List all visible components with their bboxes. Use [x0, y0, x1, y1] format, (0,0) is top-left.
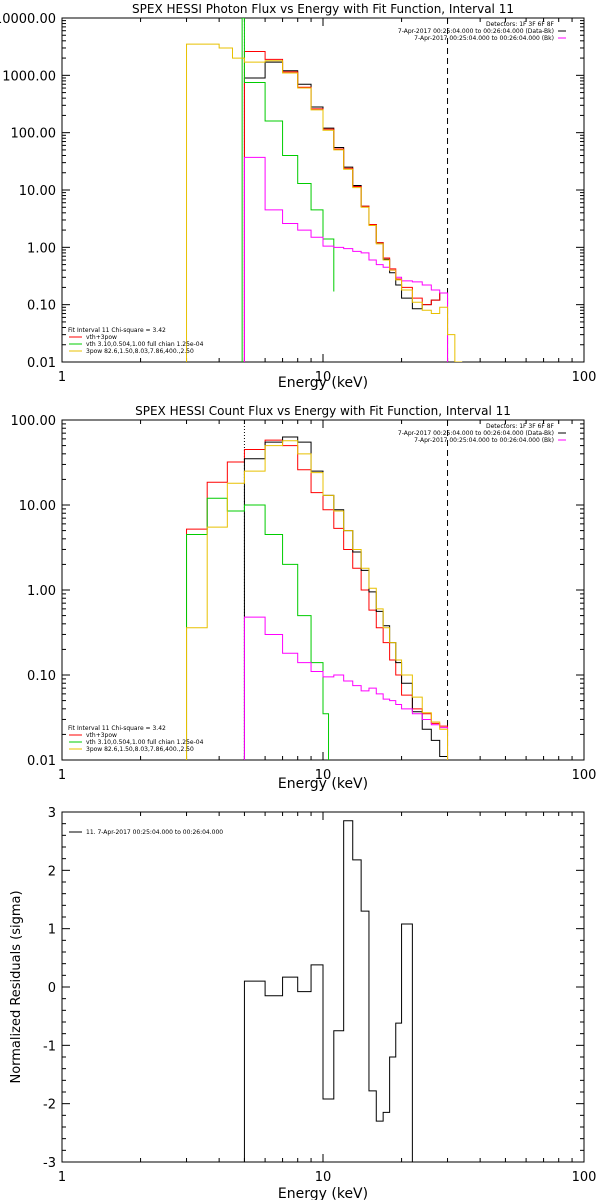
series-line-1	[243, 820, 413, 1162]
y-tick-label: 1.00	[27, 584, 56, 599]
series-line-4	[243, 616, 449, 760]
info-line: Detectors: 1F 3F 6F 8F	[486, 423, 555, 430]
info-line: 7-Apr-2017 00:25:04.000 to 00:26:04.000 …	[414, 35, 554, 42]
legend-entry: 3pow 82.6,1.50,8.03,7.86,400.,2.50	[86, 746, 194, 753]
series-line-5	[186, 43, 463, 362]
info-line: 7-Apr-2017 00:25:04.000 to 00:26:04.000 …	[398, 430, 554, 437]
info-line: 7-Apr-2017 00:25:04.000 to 00:26:04.000 …	[398, 28, 554, 35]
series-line-3	[186, 497, 330, 760]
y-tick-label: 10000.00	[0, 12, 56, 27]
legend-entry: vth+3pow	[86, 334, 117, 341]
info-line: 7-Apr-2017 00:25:04.000 to 00:26:04.000 …	[414, 437, 554, 444]
series-line-2	[243, 51, 449, 362]
x-tick-label: 100	[572, 1170, 597, 1185]
x-tick-label: 100	[572, 768, 597, 783]
plot-area	[243, 820, 413, 1162]
chart-title: SPEX HESSI Count Flux vs Energy with Fit…	[135, 404, 511, 418]
y-tick-label: 0	[48, 981, 56, 996]
chart-title: SPEX HESSI Photon Flux vs Energy with Fi…	[132, 2, 514, 16]
plot-area	[186, 18, 463, 362]
y-tick-label: 0.10	[27, 669, 56, 684]
series-line-1	[243, 61, 449, 362]
x-tick-label: 1	[58, 1170, 66, 1185]
y-tick-label: 100.00	[11, 414, 57, 429]
series-line-3	[241, 18, 335, 362]
legend-entry: vth 3.10,0.504,1.00 full chian 1.25e-04	[86, 739, 204, 746]
series-line-5	[186, 440, 449, 760]
x-tick-label: 10	[315, 370, 332, 385]
y-tick-label: 1	[48, 923, 56, 938]
series-line-1	[186, 439, 449, 760]
x-tick-label: 100	[572, 370, 597, 385]
y-tick-label: 0.10	[27, 299, 56, 314]
y-axis-label: Normalized Residuals (sigma)	[9, 890, 24, 1083]
y-tick-label: 100.00	[11, 127, 57, 142]
y-tick-label: 0.01	[27, 356, 56, 371]
y-tick-label: -2	[43, 1098, 56, 1113]
y-tick-label: -3	[43, 1156, 56, 1171]
plot-area	[186, 436, 449, 760]
x-tick-label: 10	[315, 1170, 332, 1185]
y-tick-label: 10.00	[19, 499, 56, 514]
y-tick-label: 0.01	[27, 754, 56, 769]
chart-panel-1: SPEX HESSI Photon Flux vs Energy with Fi…	[0, 2, 596, 391]
legend-entry: 3pow 82.6,1.50,8.03,7.86,400.,2.50	[86, 348, 194, 355]
legend-entry: vth 3.10,0.504,1.00 full chian 1.25e-04	[86, 341, 204, 348]
legend-entry: Fit Interval 11 Chi-square = 3.42	[68, 725, 166, 732]
y-tick-label: 1.00	[27, 241, 56, 256]
x-axis-label: Energy (keV)	[278, 375, 368, 391]
x-tick-label: 1	[58, 370, 66, 385]
x-tick-label: 10	[315, 768, 332, 783]
x-tick-label: 1	[58, 768, 66, 783]
legend-entry: 11. 7-Apr-2017 00:25:04.000 to 00:26:04.…	[86, 829, 223, 836]
legend-entry: vth+3pow	[86, 732, 117, 739]
x-axis-label: Energy (keV)	[278, 1186, 368, 1200]
legend-entry: Fit Interval 11 Chi-square = 3.42	[68, 327, 166, 334]
plot-frame	[61, 17, 585, 363]
chart-panel-2: SPEX HESSI Count Flux vs Energy with Fit…	[11, 404, 597, 792]
y-tick-label: 1000.00	[2, 69, 56, 84]
y-tick-label: -1	[43, 1039, 56, 1054]
y-tick-label: 2	[48, 864, 56, 879]
series-line-4	[243, 156, 449, 362]
info-line: Detectors: 1F 3F 6F 8F	[486, 21, 555, 28]
x-axis-label: Energy (keV)	[278, 776, 368, 792]
y-tick-label: 3	[48, 806, 56, 821]
y-tick-label: 10.00	[19, 184, 56, 199]
